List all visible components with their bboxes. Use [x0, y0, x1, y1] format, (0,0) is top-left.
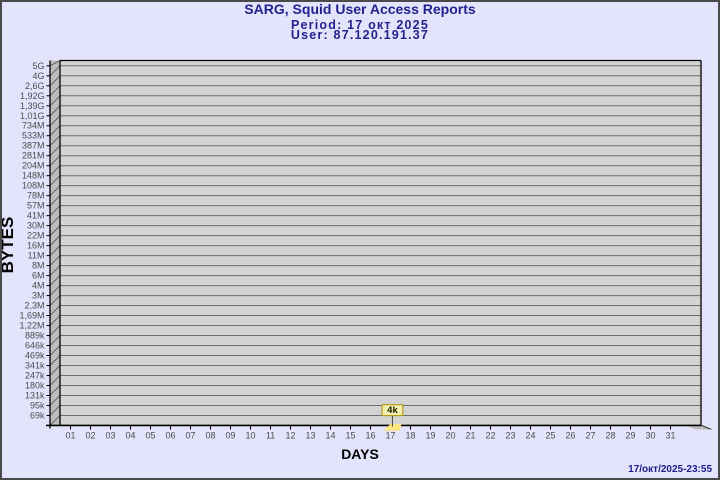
svg-text:22: 22	[485, 430, 495, 440]
svg-text:16M: 16M	[27, 241, 45, 251]
svg-text:889k: 889k	[25, 331, 45, 341]
svg-text:8M: 8M	[32, 261, 45, 271]
svg-text:6M: 6M	[32, 271, 45, 281]
svg-text:2,6G: 2,6G	[25, 81, 45, 91]
svg-text:1,01G: 1,01G	[20, 111, 45, 121]
svg-text:24: 24	[525, 430, 535, 440]
svg-text:14: 14	[325, 430, 335, 440]
svg-text:4G: 4G	[32, 71, 44, 81]
svg-text:12: 12	[285, 430, 295, 440]
svg-text:3M: 3M	[32, 291, 45, 301]
svg-text:180k: 180k	[25, 380, 45, 390]
svg-text:BYTES: BYTES	[0, 217, 17, 274]
svg-text:07: 07	[185, 430, 195, 440]
svg-text:4k: 4k	[387, 405, 398, 416]
svg-text:11: 11	[266, 430, 275, 440]
svg-text:21: 21	[465, 430, 475, 440]
svg-text:387M: 387M	[22, 141, 45, 151]
svg-text:26: 26	[565, 430, 575, 440]
svg-text:11M: 11M	[28, 251, 45, 261]
svg-text:281M: 281M	[22, 151, 45, 161]
svg-text:57M: 57M	[27, 201, 45, 211]
svg-text:41M: 41M	[27, 211, 45, 221]
svg-text:4M: 4M	[32, 281, 45, 291]
svg-text:09: 09	[225, 430, 235, 440]
svg-text:19: 19	[425, 430, 435, 440]
svg-text:15: 15	[345, 430, 355, 440]
svg-text:1,69M: 1,69M	[19, 311, 44, 321]
svg-text:02: 02	[85, 430, 95, 440]
svg-text:131k: 131k	[25, 390, 45, 400]
svg-text:30M: 30M	[27, 221, 45, 231]
svg-text:78M: 78M	[27, 191, 45, 201]
svg-text:10: 10	[245, 430, 255, 440]
svg-text:27: 27	[585, 430, 595, 440]
svg-text:2,3M: 2,3M	[24, 301, 44, 311]
svg-text:28: 28	[605, 430, 615, 440]
svg-text:18: 18	[405, 430, 415, 440]
svg-text:17: 17	[385, 430, 395, 440]
svg-text:23: 23	[505, 430, 515, 440]
svg-text:08: 08	[205, 430, 215, 440]
svg-text:1,92G: 1,92G	[20, 91, 45, 101]
svg-text:5G: 5G	[32, 61, 44, 71]
svg-text:69k: 69k	[30, 410, 45, 420]
svg-text:06: 06	[165, 430, 175, 440]
svg-text:04: 04	[125, 430, 135, 440]
svg-text:1,22M: 1,22M	[19, 321, 44, 331]
svg-text:31: 31	[665, 430, 675, 440]
svg-text:108M: 108M	[22, 181, 45, 191]
svg-text:469k: 469k	[25, 351, 45, 361]
svg-text:01: 01	[65, 430, 75, 440]
svg-text:734M: 734M	[22, 121, 45, 131]
svg-text:29: 29	[625, 430, 635, 440]
svg-text:148M: 148M	[22, 171, 45, 181]
svg-text:20: 20	[445, 430, 455, 440]
svg-text:95k: 95k	[30, 400, 45, 410]
svg-text:1,39G: 1,39G	[20, 101, 45, 111]
svg-text:646k: 646k	[25, 341, 45, 351]
svg-text:13: 13	[305, 430, 315, 440]
svg-text:341k: 341k	[25, 361, 45, 371]
svg-text:204M: 204M	[22, 161, 45, 171]
svg-text:30: 30	[645, 430, 655, 440]
svg-text:16: 16	[365, 430, 375, 440]
svg-text:247k: 247k	[25, 370, 45, 380]
svg-text:25: 25	[545, 430, 555, 440]
svg-text:533M: 533M	[22, 131, 45, 141]
svg-text:03: 03	[105, 430, 115, 440]
svg-text:22M: 22M	[27, 231, 45, 241]
svg-text:05: 05	[145, 430, 155, 440]
